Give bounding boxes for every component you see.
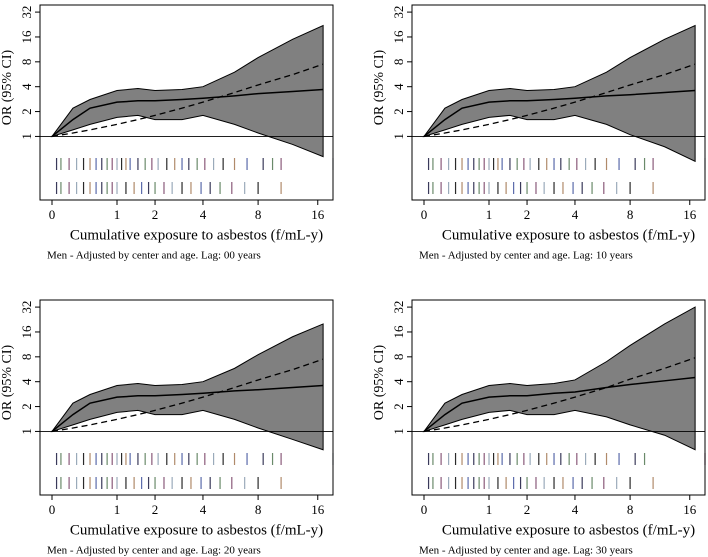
y-tick-label: 16 xyxy=(391,30,406,44)
panel: 1 2 4 8 16 32 0 1 2 4 8 16 OR (95% CI) Cumulative exp… xyxy=(372,4,706,262)
y-tick-label: 16 xyxy=(391,325,406,339)
x-tick-label: 4 xyxy=(572,207,579,222)
x-tick-label: 1 xyxy=(114,207,121,222)
y-axis-label: OR (95% CI) xyxy=(372,344,387,420)
panel: 1 2 4 8 16 32 0 1 2 4 8 16 OR (95% CI) Cumulative exp… xyxy=(0,299,334,557)
x-axis-label: Cumulative exposure to asbestos (f/mL-y) xyxy=(442,522,695,538)
x-tick-label: 16 xyxy=(311,207,325,222)
y-tick-label: 32 xyxy=(19,6,34,19)
linear-fit xyxy=(51,358,324,433)
x-tick-label: 8 xyxy=(255,502,262,517)
x-tick-label: 2 xyxy=(152,207,159,222)
y-tick-label: 4 xyxy=(19,378,34,385)
y-axis-label: OR (95% CI) xyxy=(0,344,15,420)
x-tick-label: 2 xyxy=(152,502,159,517)
x-axis-label: Cumulative exposure to asbestos (f/mL-y) xyxy=(70,227,323,243)
ci-band xyxy=(50,323,324,451)
y-tick-label: 2 xyxy=(391,403,406,410)
y-tick-label: 1 xyxy=(19,428,34,435)
x-axis-label: Cumulative exposure to asbestos (f/mL-y) xyxy=(70,522,323,538)
x-tick-label: 0 xyxy=(49,207,56,222)
plot-frame xyxy=(39,299,334,496)
x-tick-label: 16 xyxy=(683,207,697,222)
x-tick-label: 1 xyxy=(486,502,493,517)
x-tick-label: 4 xyxy=(200,502,207,517)
panel-title: Men - Adjusted by center and age. Lag: 2… xyxy=(47,545,261,557)
linear-fit xyxy=(423,63,696,138)
y-tick-label: 32 xyxy=(19,301,34,314)
panel: 1 2 4 8 16 32 0 1 2 4 8 16 OR (95% CI) Cumulative exp… xyxy=(372,299,706,557)
y-tick-label: 8 xyxy=(391,354,406,361)
y-tick-label: 16 xyxy=(19,325,34,339)
x-tick-label: 8 xyxy=(627,502,634,517)
y-tick-label: 2 xyxy=(19,108,34,115)
panel-title: Men - Adjusted by center and age. Lag: 1… xyxy=(419,250,633,262)
estimate-line xyxy=(423,89,696,138)
x-axis-label: Cumulative exposure to asbestos (f/mL-y) xyxy=(442,227,695,243)
x-tick-label: 4 xyxy=(572,502,579,517)
x-tick-label: 1 xyxy=(486,207,493,222)
y-tick-label: 4 xyxy=(391,378,406,385)
y-tick-label: 32 xyxy=(391,6,406,19)
y-tick-label: 32 xyxy=(391,301,406,314)
y-tick-label: 8 xyxy=(19,59,34,66)
x-tick-label: 4 xyxy=(200,207,207,222)
plot-frame xyxy=(411,299,706,496)
estimate-line xyxy=(423,376,696,433)
x-tick-label: 2 xyxy=(524,502,531,517)
plot-frame xyxy=(39,4,334,201)
y-tick-label: 2 xyxy=(391,108,406,115)
linear-fit xyxy=(423,357,696,433)
y-tick-label: 8 xyxy=(391,59,406,66)
y-tick-label: 1 xyxy=(19,133,34,140)
ci-band xyxy=(422,306,696,451)
y-tick-label: 4 xyxy=(391,83,406,90)
ci-band xyxy=(50,24,324,158)
x-tick-label: 16 xyxy=(683,502,697,517)
ci-band xyxy=(422,24,696,163)
y-tick-label: 8 xyxy=(19,354,34,361)
y-tick-label: 16 xyxy=(19,30,34,44)
y-tick-label: 2 xyxy=(19,403,34,410)
x-tick-label: 8 xyxy=(255,207,262,222)
x-tick-label: 2 xyxy=(524,207,531,222)
panel-title: Men - Adjusted by center and age. Lag: 0… xyxy=(47,250,261,262)
y-tick-label: 1 xyxy=(391,133,406,140)
y-axis-label: OR (95% CI) xyxy=(0,49,15,125)
linear-fit xyxy=(51,63,324,138)
x-tick-label: 0 xyxy=(49,502,56,517)
y-tick-label: 1 xyxy=(391,428,406,435)
x-tick-label: 8 xyxy=(627,207,634,222)
panel: 1 2 4 8 16 32 0 1 2 4 8 16 OR (95% CI) Cumulative exp… xyxy=(0,4,334,262)
x-tick-label: 16 xyxy=(311,502,325,517)
plot-frame xyxy=(411,4,706,201)
y-tick-label: 4 xyxy=(19,83,34,90)
y-axis-label: OR (95% CI) xyxy=(372,49,387,125)
x-tick-label: 0 xyxy=(421,207,428,222)
estimate-line xyxy=(51,384,324,433)
panel-title: Men - Adjusted by center and age. Lag: 3… xyxy=(419,545,633,557)
estimate-line xyxy=(51,88,324,138)
x-tick-label: 1 xyxy=(114,502,121,517)
x-tick-label: 0 xyxy=(421,502,428,517)
